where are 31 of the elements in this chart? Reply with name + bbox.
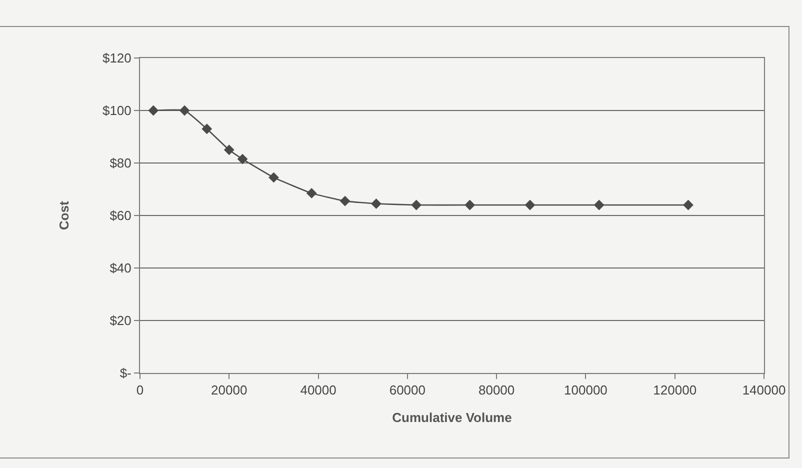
point <box>594 200 604 210</box>
point <box>524 200 536 210</box>
x-tick-label: 60000 <box>389 382 426 398</box>
y-tick-label: $40 <box>110 260 132 276</box>
x-tick-label: 100000 <box>564 382 608 398</box>
point <box>411 200 422 210</box>
point <box>268 172 279 183</box>
point <box>306 188 317 198</box>
point <box>202 124 212 134</box>
x-tick-label: 80000 <box>478 382 515 398</box>
y-tick-label: $20 <box>110 313 132 328</box>
point <box>237 154 248 164</box>
point <box>179 105 190 116</box>
point <box>224 144 234 156</box>
point <box>683 200 694 210</box>
point <box>148 105 159 116</box>
y-tick-label: $100 <box>102 103 132 118</box>
point <box>464 200 476 210</box>
y-tick-label: $120 <box>102 50 132 66</box>
point <box>371 198 382 209</box>
y-tick-label: $80 <box>110 156 132 171</box>
y-tick-label: $- <box>120 366 132 381</box>
point <box>340 196 350 206</box>
x-tick-label: 140000 <box>742 382 786 398</box>
y-tick-label: $60 <box>110 208 132 224</box>
x-tick-label: 120000 <box>653 382 697 398</box>
x-tick-label: 20000 <box>211 382 248 398</box>
x-tick-label: 40000 <box>300 382 336 398</box>
x-tick-label: 0 <box>136 382 144 398</box>
y-axis-title: Cost <box>56 200 72 230</box>
x-axis-title: Cumulative Volume <box>392 410 512 426</box>
